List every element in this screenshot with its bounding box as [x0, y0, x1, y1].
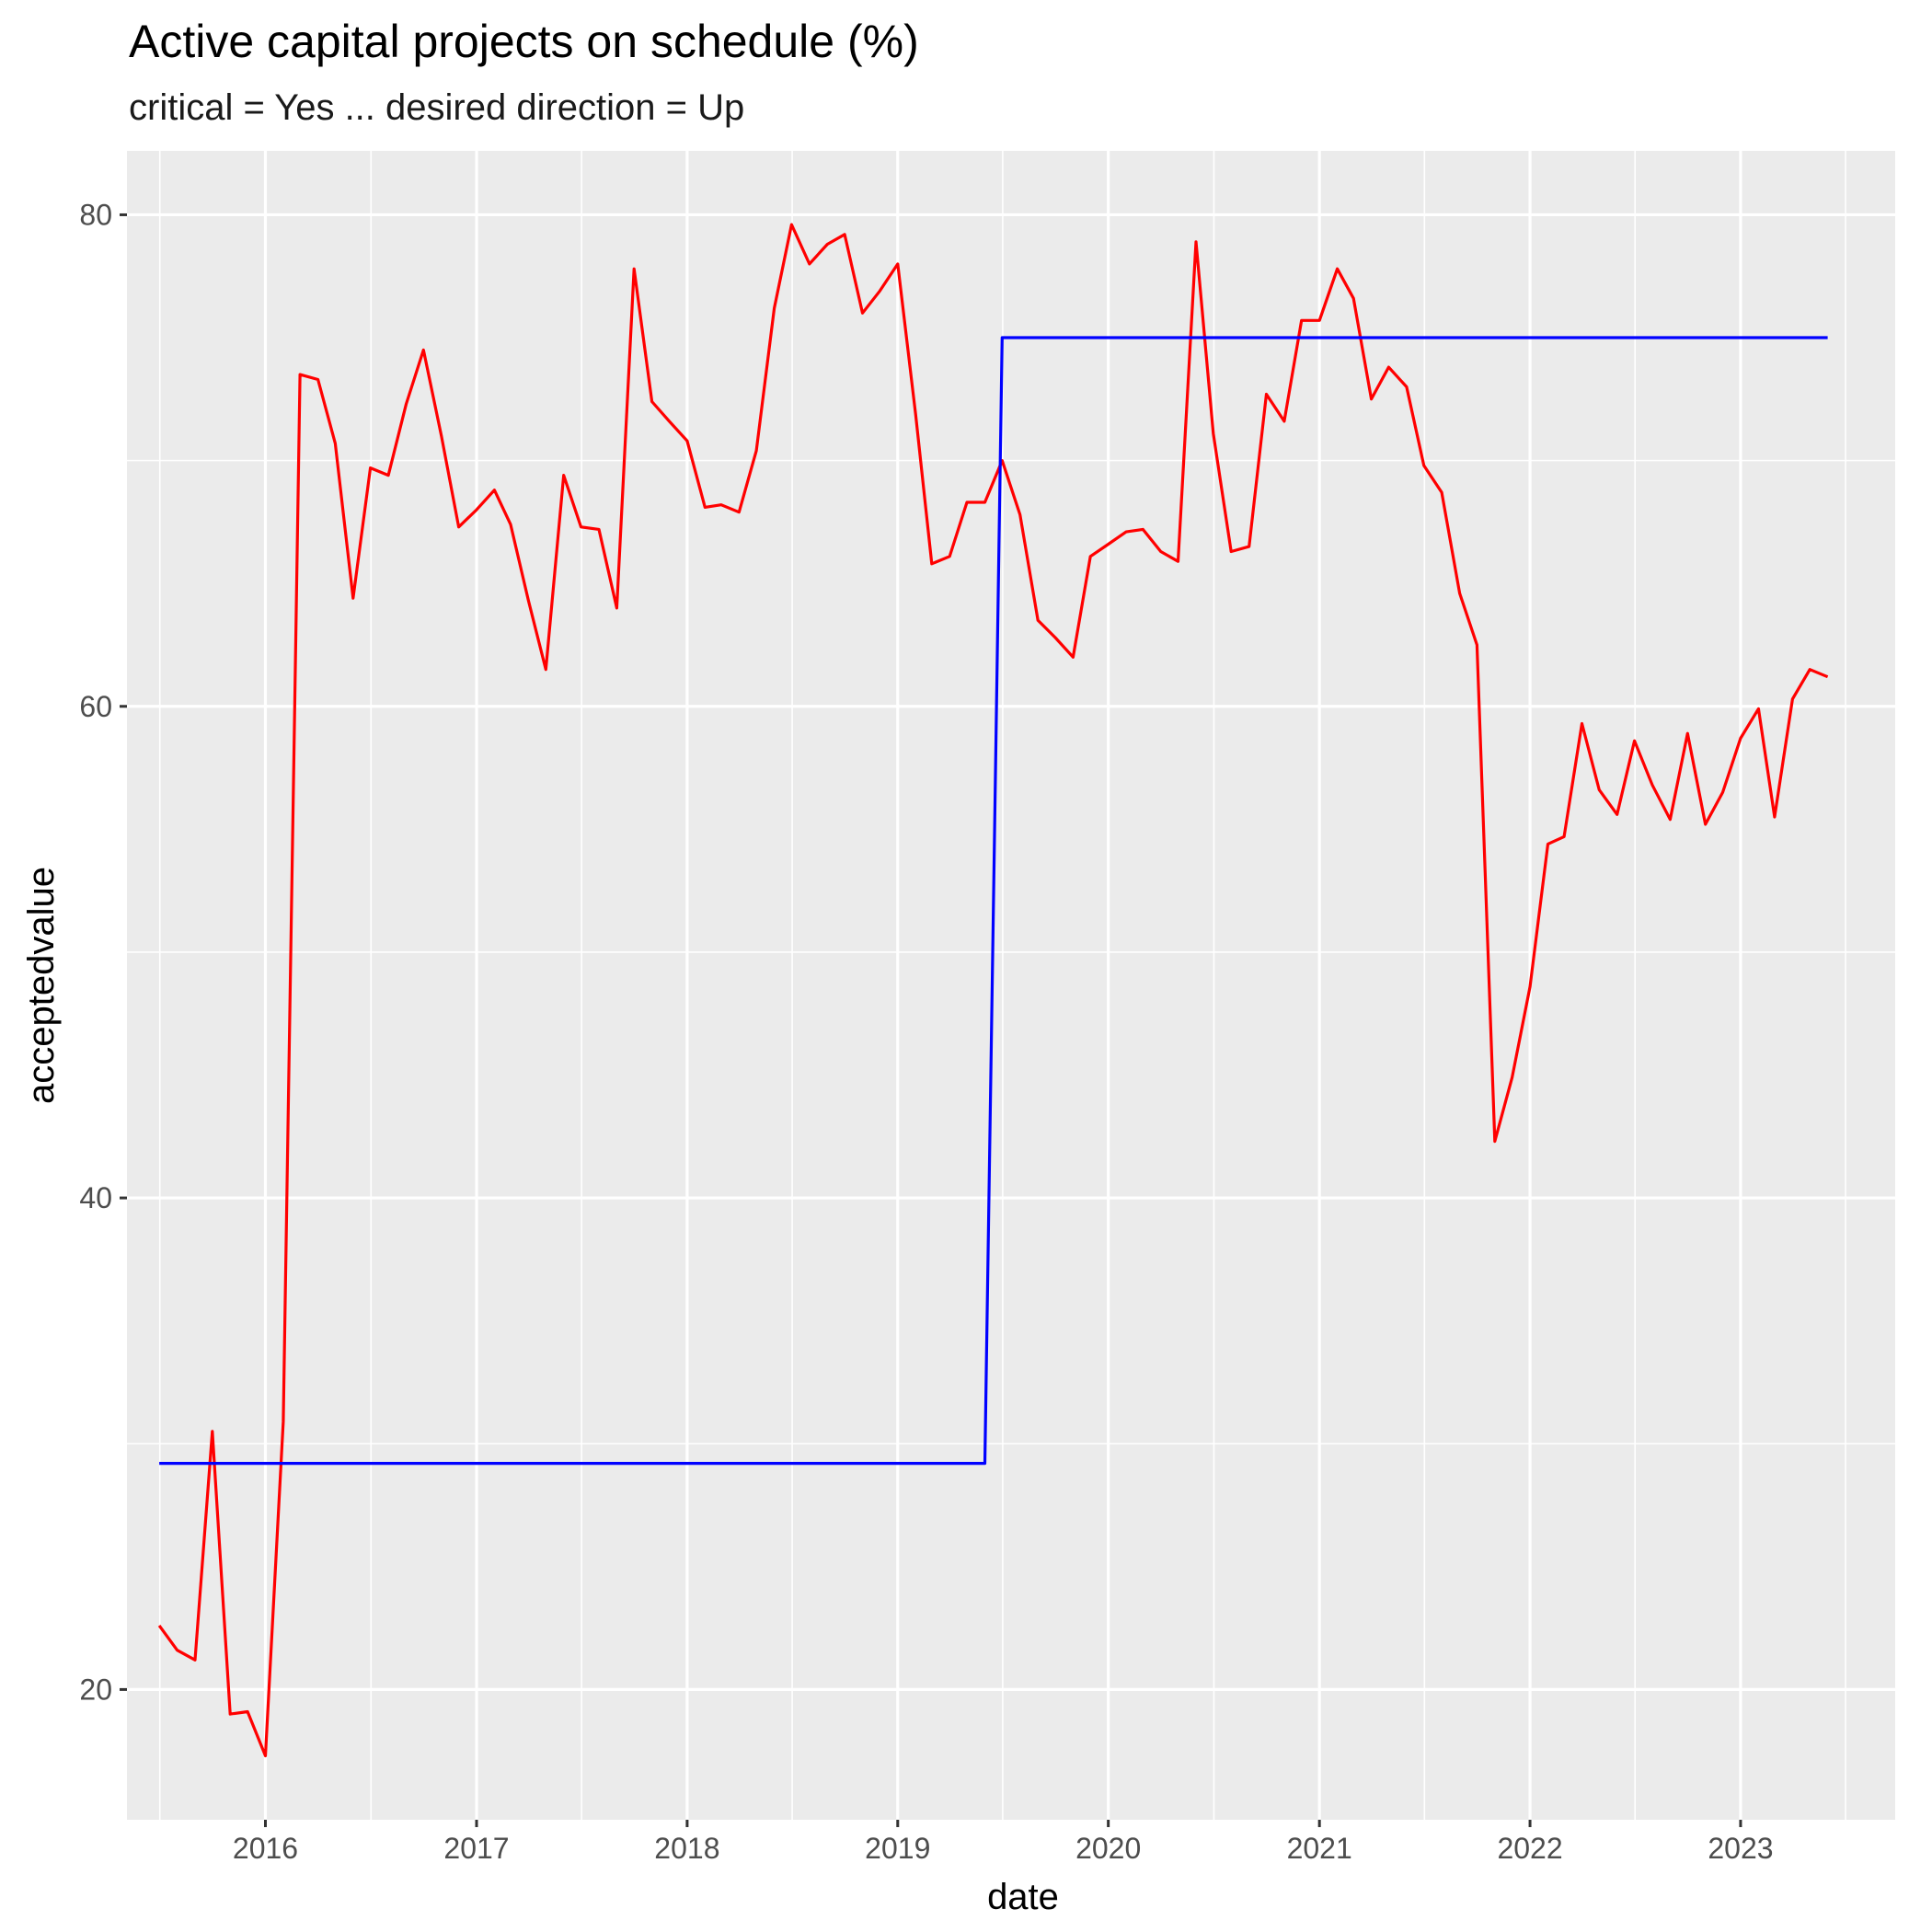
- x-tick-label: 2018: [654, 1832, 719, 1865]
- x-tick-label: 2017: [443, 1832, 509, 1865]
- y-tick-label: 60: [79, 690, 112, 723]
- y-axis-title: acceptedvalue: [21, 867, 62, 1104]
- x-tick-label: 2019: [865, 1832, 930, 1865]
- axis-ticks: 20 40 60 80 2016 2017 2018 2019 2020 2021 2022 2023: [79, 198, 1773, 1865]
- chart-title: Active capital projects on schedule (%): [129, 16, 919, 67]
- series-line-red: [157, 223, 1829, 1758]
- x-tick-label: 2023: [1708, 1832, 1773, 1865]
- y-tick-label: 80: [79, 198, 112, 231]
- y-tick-label: 40: [79, 1181, 112, 1214]
- x-tick-label: 2022: [1497, 1832, 1562, 1865]
- y-tick-label: 20: [79, 1673, 112, 1706]
- x-tick-label: 2021: [1287, 1832, 1352, 1865]
- chart-subtitle: critical = Yes ... desired direction = U…: [129, 87, 744, 128]
- series-line-blue: [159, 336, 1828, 1466]
- x-tick-label: 2016: [233, 1832, 298, 1865]
- series-lines: [157, 223, 1829, 1758]
- x-axis-title: date: [987, 1877, 1059, 1917]
- plot-panel: [127, 151, 1895, 1820]
- grid: [127, 151, 1895, 1820]
- x-tick-label: 2020: [1075, 1832, 1141, 1865]
